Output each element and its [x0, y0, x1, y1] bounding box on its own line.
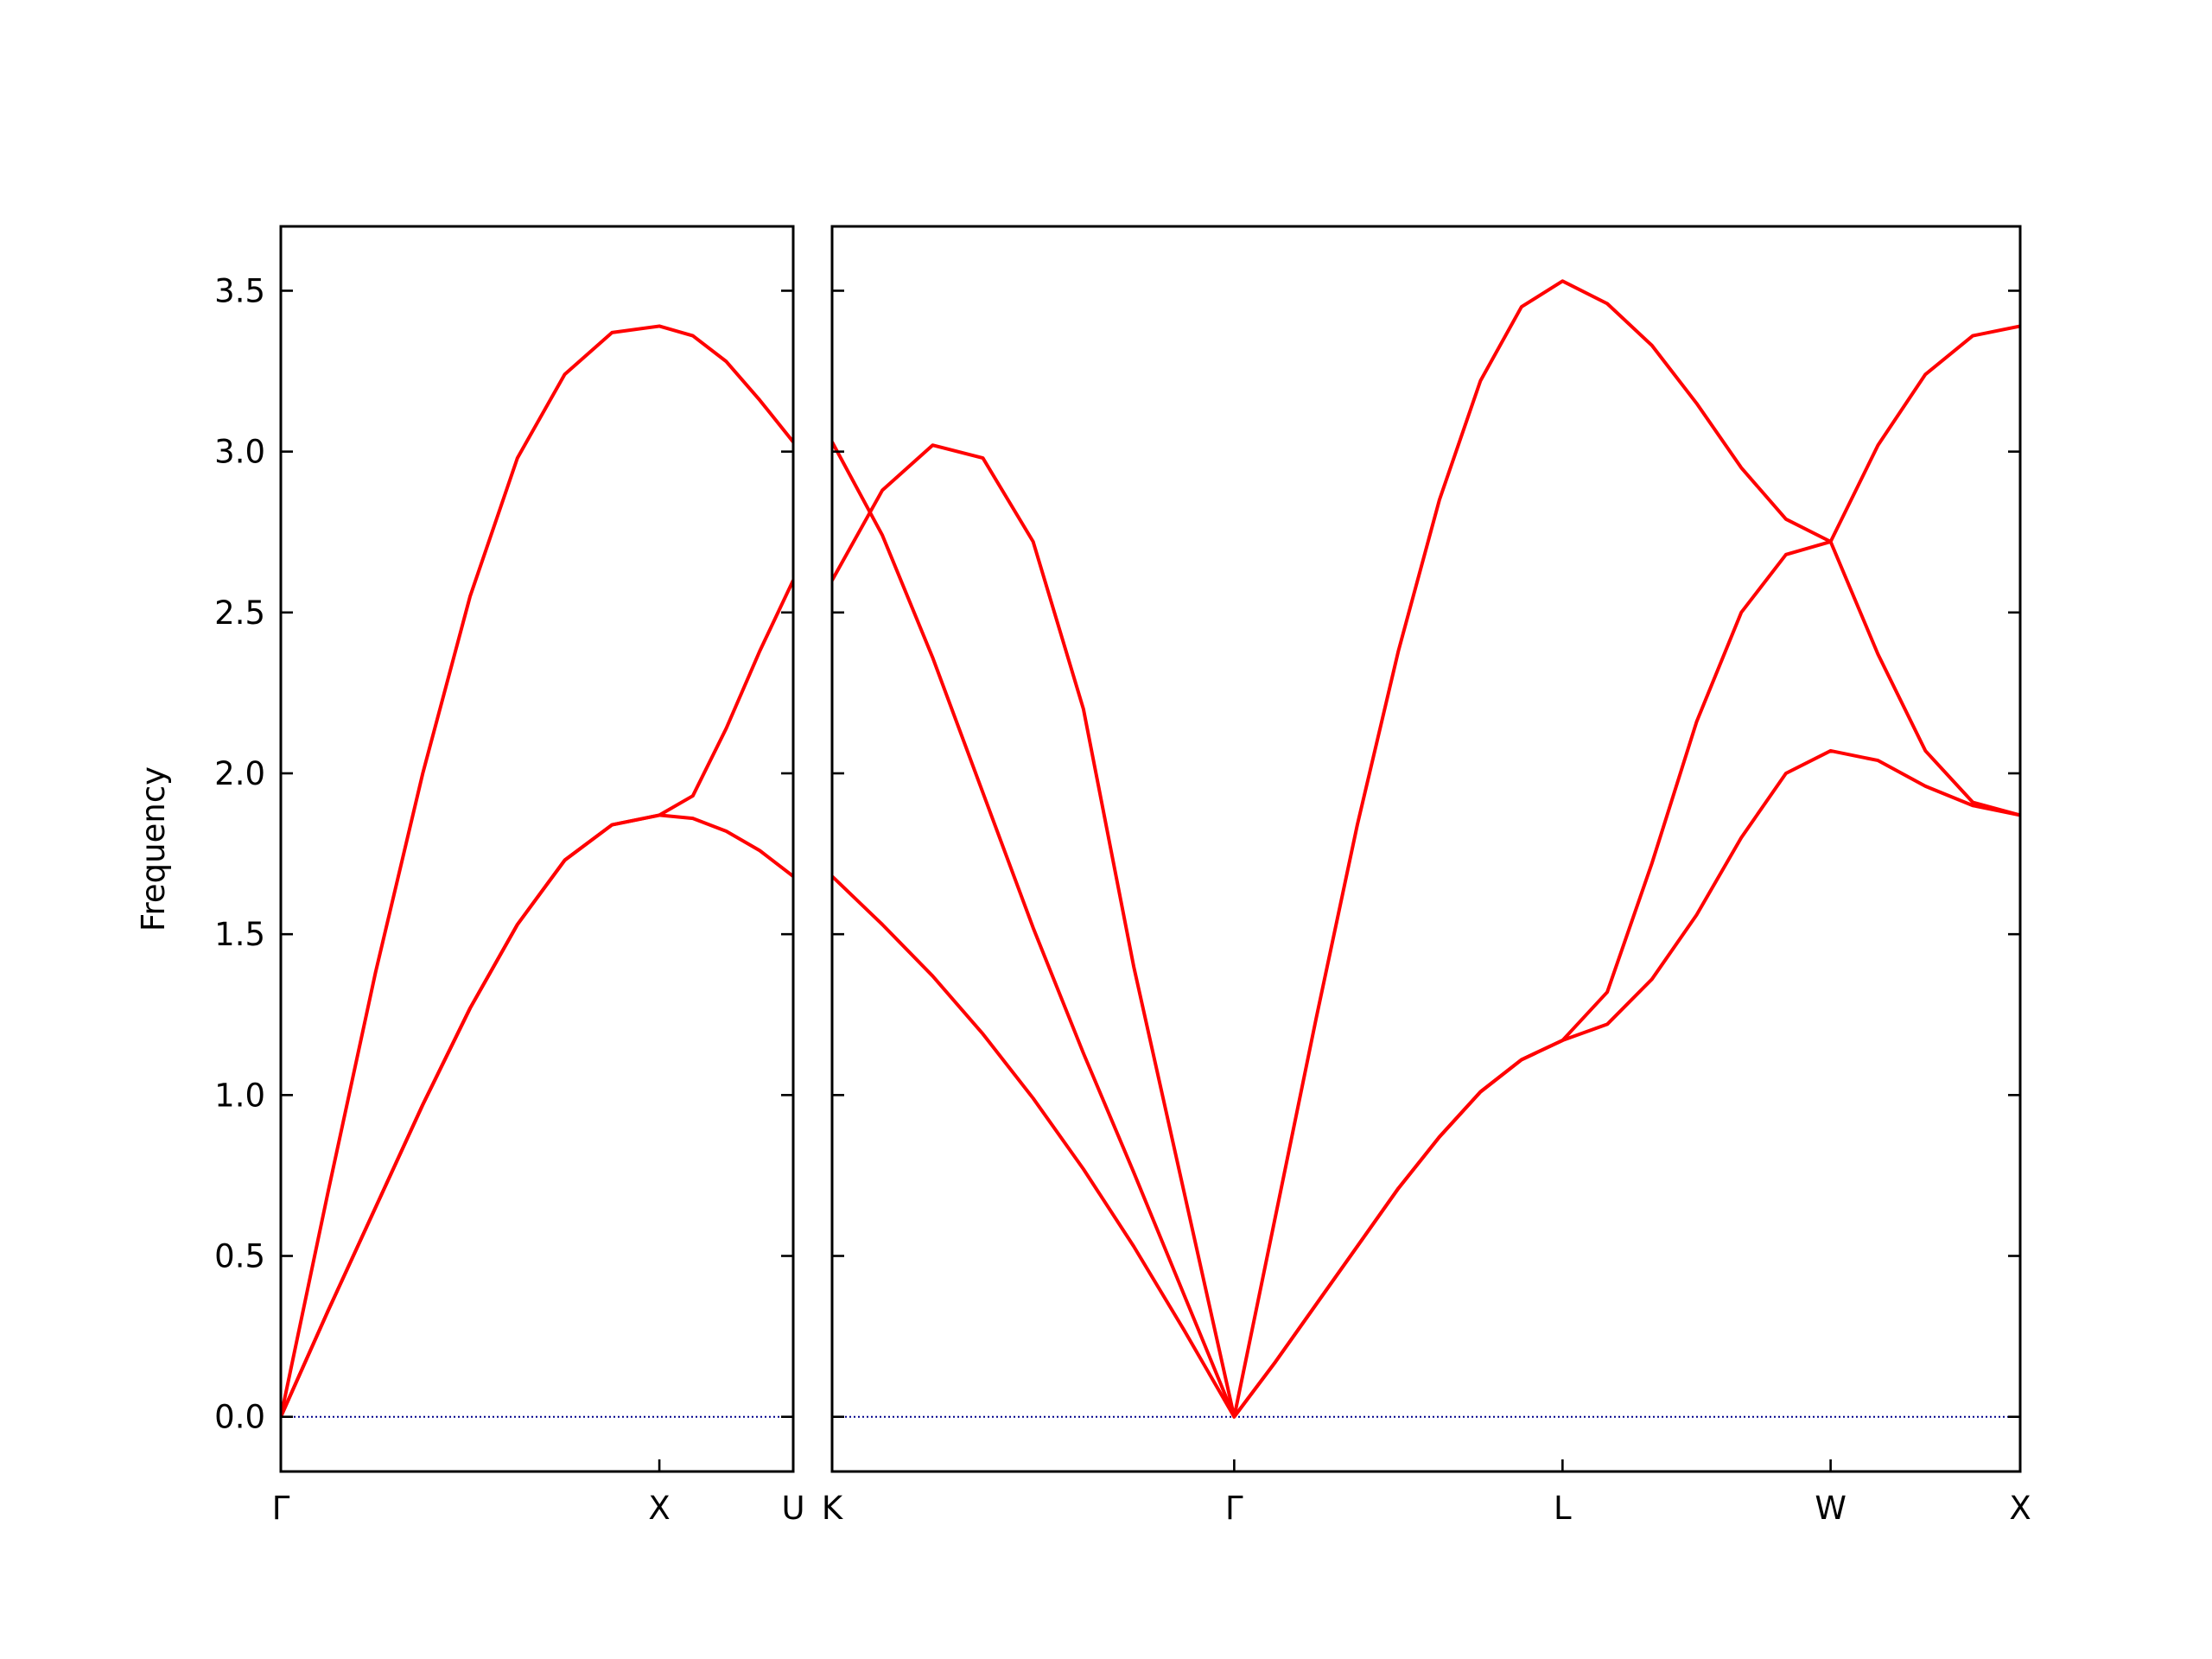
y-tick-label: 0.5 — [214, 1238, 265, 1275]
x-tick-label: L — [1554, 1490, 1572, 1527]
plot-frame — [279, 225, 795, 1473]
x-tick-label: W — [1815, 1490, 1847, 1527]
x-tick-label: X — [2009, 1490, 2031, 1527]
y-tick-label: 1.5 — [214, 916, 265, 953]
plot-frame — [830, 225, 2022, 1473]
band-line — [281, 324, 793, 1418]
y-tick-label: 2.0 — [214, 755, 265, 792]
band-line — [281, 579, 793, 1418]
y-tick-label: 1.0 — [214, 1077, 265, 1114]
x-tick-label: K — [822, 1490, 844, 1527]
y-tick-label: 3.0 — [214, 434, 265, 471]
band-line — [832, 279, 2020, 1419]
y-axis-label: Frequency — [135, 766, 172, 931]
x-tick-label: Γ — [1225, 1490, 1243, 1527]
y-tick-label: 2.5 — [214, 594, 265, 632]
band-line — [832, 441, 2020, 1419]
y-tick-label: 0.0 — [214, 1399, 265, 1436]
x-tick-label: U — [781, 1490, 804, 1527]
y-tick-label: 3.5 — [214, 272, 265, 309]
x-tick-label: Γ — [272, 1490, 290, 1527]
x-tick-label: X — [648, 1490, 670, 1527]
